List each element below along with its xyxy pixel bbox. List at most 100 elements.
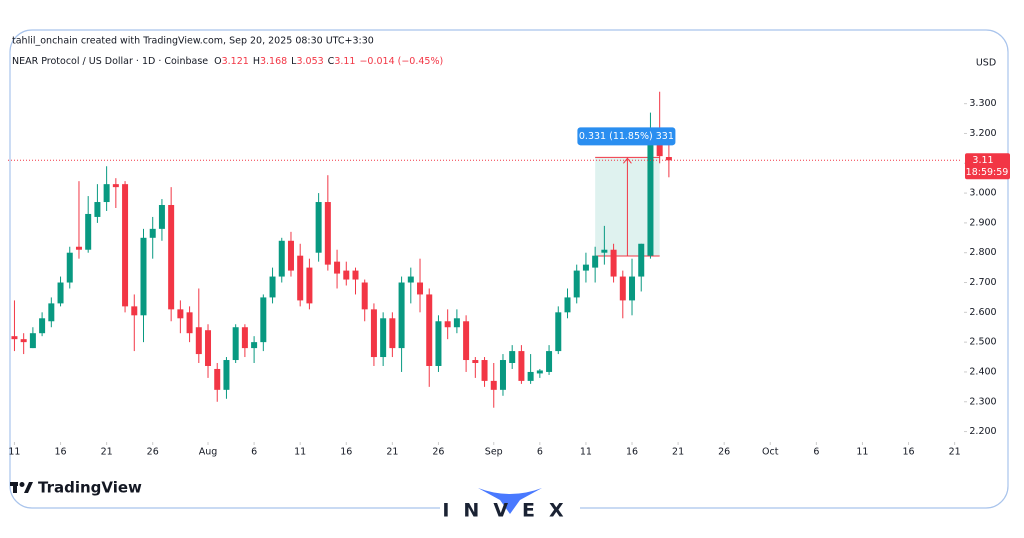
ohlc-letter: H xyxy=(253,56,260,67)
candle-body xyxy=(241,327,248,349)
y-tick-label: 3.300 xyxy=(969,98,996,109)
candle-body xyxy=(389,318,396,349)
frame xyxy=(9,29,1009,509)
credit: tahlil_onchain created with TradingView.… xyxy=(12,36,374,47)
symbol: NEAR Protocol / US Dollar · 1D · Coinbas… xyxy=(12,56,208,67)
change: −0.014 (−0.45%) xyxy=(359,56,443,67)
y-tick-label: 2.200 xyxy=(969,426,996,437)
candle-body xyxy=(361,282,368,310)
y-tick-label: 2.700 xyxy=(969,277,996,288)
candle-body xyxy=(619,276,626,301)
ohlc-value: 3.11 xyxy=(334,56,355,67)
candle-body xyxy=(306,267,313,304)
x-tick-label: 21 xyxy=(386,447,398,458)
x-tick-label: 21 xyxy=(949,447,961,458)
candle-body xyxy=(131,306,138,316)
x-tick-label: 6 xyxy=(537,447,543,458)
candle-body xyxy=(499,360,506,390)
symbol-legend: NEAR Protocol / US Dollar · 1D · Coinbas… xyxy=(12,56,443,67)
ohlc-letter: L xyxy=(291,56,297,67)
x-tick-label: 11 xyxy=(294,447,306,458)
candle-body xyxy=(112,184,119,188)
candle-body xyxy=(205,330,212,366)
x-tick-label: 16 xyxy=(902,447,914,458)
x-tick-label: 6 xyxy=(813,447,819,458)
candle-body xyxy=(509,351,516,364)
candle-body xyxy=(472,360,479,364)
x-tick-label: 26 xyxy=(147,447,159,458)
currency: USD xyxy=(976,58,996,69)
ohlc-value: 3.168 xyxy=(260,56,287,67)
candle-body xyxy=(334,261,341,274)
logo-text: TradingView xyxy=(38,479,142,497)
x-tick-label: 16 xyxy=(54,447,66,458)
candle-body xyxy=(85,213,92,250)
x-tick-label: 11 xyxy=(580,447,592,458)
candle-body xyxy=(278,240,285,277)
y-tick-label: 2.900 xyxy=(969,217,996,228)
candle-body xyxy=(251,342,258,349)
candle-body xyxy=(629,276,636,301)
x-tick-label: Aug xyxy=(199,447,218,458)
ohlc-value: 3.121 xyxy=(222,56,249,67)
candle-body xyxy=(536,370,543,374)
ohlc-value: 3.053 xyxy=(296,56,323,67)
candle-body xyxy=(370,309,377,358)
y-tick-label: 2.400 xyxy=(969,366,996,377)
x-tick-label: 6 xyxy=(251,447,257,458)
candle-body xyxy=(656,136,663,157)
candle-body xyxy=(665,157,672,161)
x-tick-label: 26 xyxy=(718,447,730,458)
x-tick-label: 21 xyxy=(672,447,684,458)
ohlc-letter: O xyxy=(214,56,221,67)
ohlc-letter: C xyxy=(328,56,335,67)
candle-body xyxy=(481,360,488,381)
candle-body xyxy=(592,255,599,268)
candle-body xyxy=(57,282,64,304)
candle-body xyxy=(527,371,534,381)
logo-shape xyxy=(13,482,17,493)
candle-body xyxy=(601,249,608,253)
plot: 2.200 2.300 2.400 2.500 2.600 2.700 2.800 2.900… xyxy=(8,91,1010,458)
y-tick-label: 2.600 xyxy=(969,307,996,318)
candle-body xyxy=(48,303,55,322)
x-tick-label: 11 xyxy=(856,447,868,458)
candle-body xyxy=(490,380,497,390)
y-tick-label: 2.300 xyxy=(969,396,996,407)
measure-arrowhead xyxy=(623,157,632,164)
x-tick-label: 11 xyxy=(8,447,20,458)
legend: NEAR Protocol / US Dollar · 1D · Coinbas… xyxy=(12,56,443,67)
candle-body xyxy=(195,327,202,355)
countdown: 18:59:59 xyxy=(966,167,1009,178)
candle-body xyxy=(260,297,267,343)
candle-body xyxy=(122,184,129,307)
measure-label: 0.331 (11.85%) 331 xyxy=(579,131,674,142)
candle-body xyxy=(647,136,654,256)
tv-logo: TradingView xyxy=(10,479,142,497)
candle-body xyxy=(352,270,359,280)
candle-body xyxy=(426,294,433,366)
candle-body xyxy=(582,264,589,271)
candle-body xyxy=(297,255,304,301)
candle-body xyxy=(186,312,193,334)
y-tick-label: 3.000 xyxy=(969,188,996,199)
candle-body xyxy=(555,312,562,352)
candle-body xyxy=(343,270,350,280)
candle-body xyxy=(573,270,580,298)
candle-body xyxy=(564,297,571,313)
candle-body xyxy=(398,282,405,349)
candle-body xyxy=(29,333,36,349)
x-tick-label: 16 xyxy=(626,447,638,458)
y-tick-label: 3.200 xyxy=(969,128,996,139)
candle-body xyxy=(435,321,442,366)
x-tick-label: Sep xyxy=(485,447,503,458)
candle-body xyxy=(232,327,239,361)
candle-body xyxy=(610,249,617,277)
brand: INVEX xyxy=(442,500,577,522)
candle-body xyxy=(380,318,387,358)
candle-body xyxy=(11,336,18,340)
candle-body xyxy=(214,368,221,390)
candle-body xyxy=(269,276,276,298)
y-tick-label: 2.800 xyxy=(969,247,996,258)
candle-body xyxy=(518,351,525,381)
